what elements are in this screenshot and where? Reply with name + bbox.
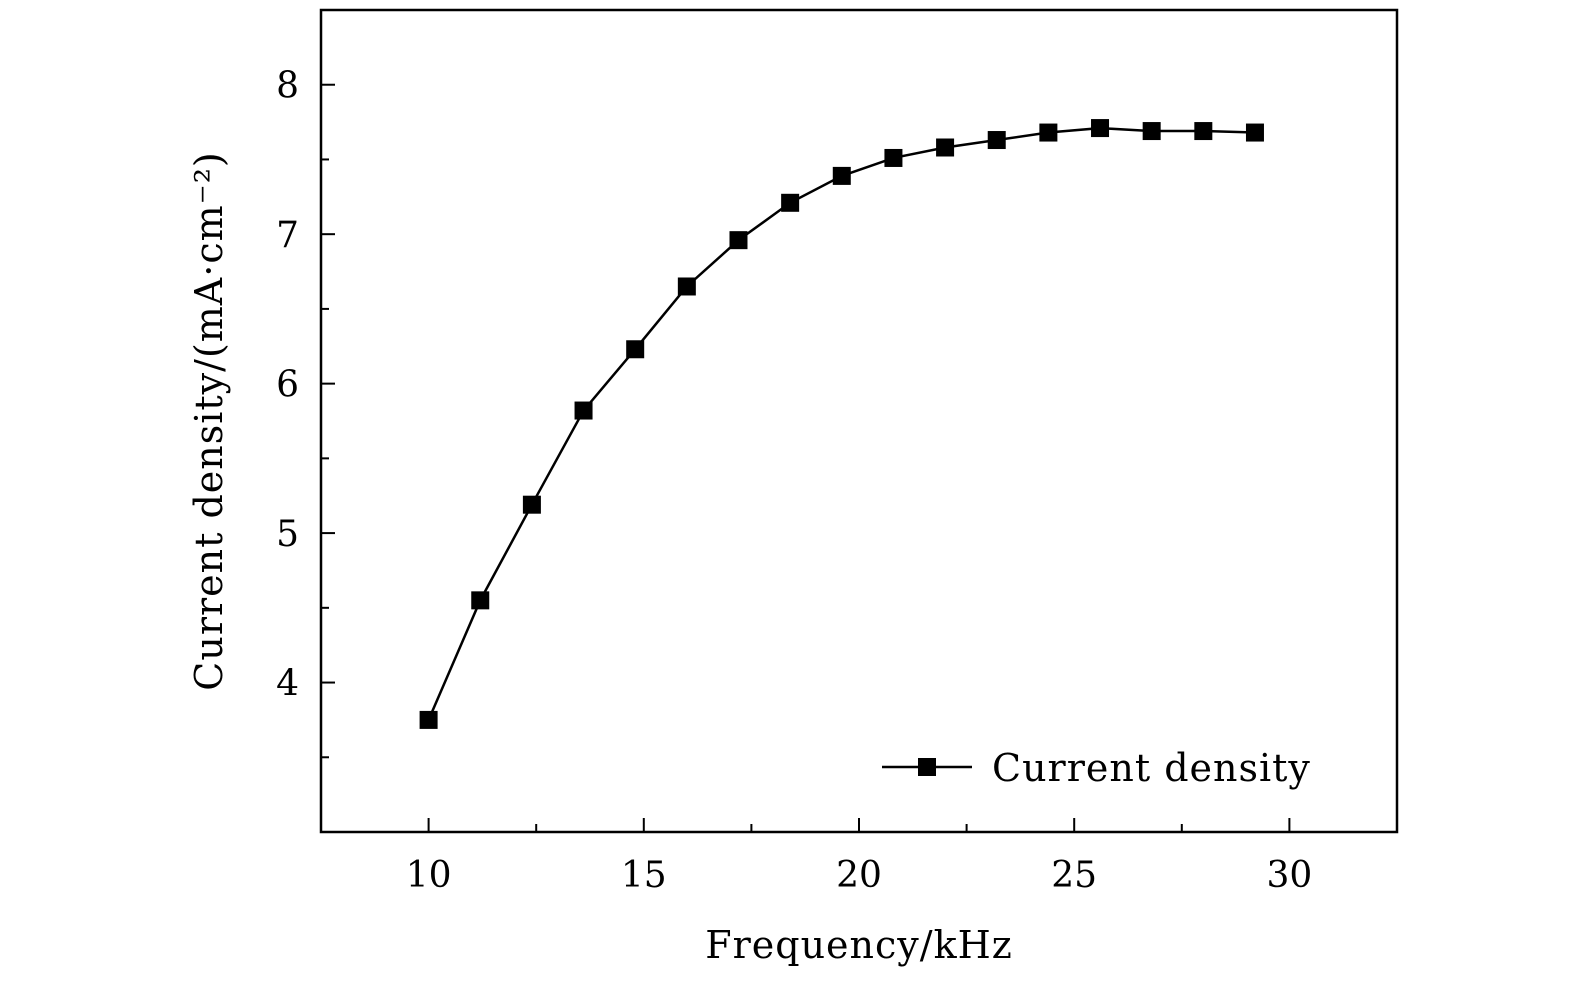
data-point xyxy=(677,277,696,296)
x-axis-label: Frequency/kHz xyxy=(705,923,1013,967)
data-point xyxy=(987,131,1006,150)
y-tick-label: 6 xyxy=(276,365,299,406)
data-point xyxy=(832,166,851,185)
data-point xyxy=(1142,122,1161,141)
x-tick-label: 25 xyxy=(1051,855,1097,896)
legend-marker xyxy=(918,758,936,776)
legend: Current density xyxy=(882,746,1311,790)
y-tick-label: 8 xyxy=(276,66,299,107)
y-axis-ticks: 4 5 6 7 8 xyxy=(276,9,335,759)
data-point xyxy=(419,710,438,729)
series-line xyxy=(427,126,1256,721)
y-axis-label: Current density/(mA·cm⁻²) xyxy=(187,151,231,690)
x-tick-label: 30 xyxy=(1266,855,1312,896)
data-point xyxy=(1245,123,1264,142)
data-point xyxy=(1039,123,1058,142)
data-point xyxy=(1194,122,1213,141)
data-point xyxy=(936,138,955,157)
data-point xyxy=(471,591,490,610)
data-point xyxy=(626,340,645,359)
legend-label: Current density xyxy=(992,746,1311,790)
y-tick-label: 5 xyxy=(276,514,299,555)
data-point xyxy=(1091,119,1110,138)
data-point xyxy=(574,401,593,420)
y-tick-label: 7 xyxy=(276,215,299,256)
data-point xyxy=(781,193,800,212)
x-tick-label: 15 xyxy=(621,855,667,896)
data-point xyxy=(884,148,903,167)
series-current-density xyxy=(419,119,1264,729)
plot-frame xyxy=(319,8,1399,834)
x-axis-ticks: 10 15 20 25 30 xyxy=(320,818,1398,896)
data-point xyxy=(522,495,541,514)
x-tick-label: 20 xyxy=(836,855,882,896)
x-tick-label: 10 xyxy=(406,855,452,896)
y-tick-label: 4 xyxy=(276,664,299,705)
data-point xyxy=(729,231,748,250)
